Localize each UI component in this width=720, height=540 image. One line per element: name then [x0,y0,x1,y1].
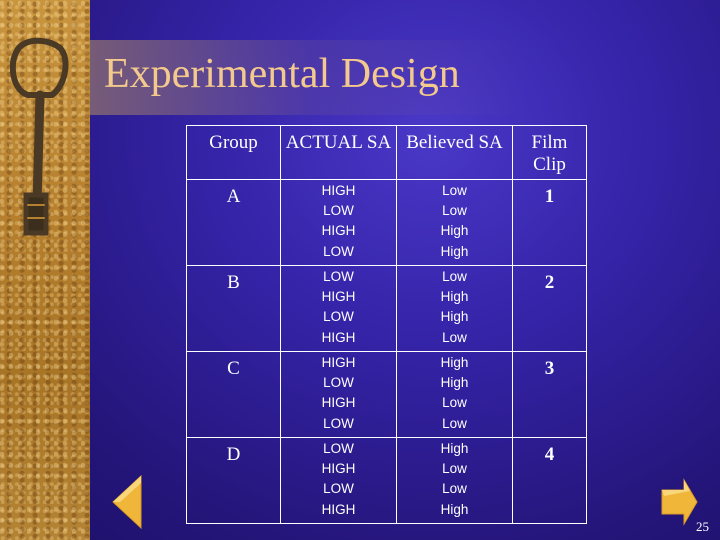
header-group: Group [186,125,281,180]
believed-value: Low [442,203,467,219]
believed-value: High [440,441,469,456]
header-actual-sa: ACTUAL SA [280,125,397,180]
table-row: B LOW HIGH LOW HIGH Low High High Low 2 [186,265,587,352]
table-header-row: Group ACTUAL SA Believed SA Film Clip [186,125,587,180]
believed-value: Low [442,395,467,411]
believed-value: High [440,289,469,305]
actual-value: HIGH [321,395,356,411]
header-believed-sa: Believed SA [396,125,513,180]
page-number: 25 [696,519,709,534]
group-cell: C [186,351,281,438]
clip-cell: 3 [512,351,587,438]
slide-title: Experimental Design [104,51,460,97]
actual-cell: LOW HIGH LOW HIGH [280,437,397,524]
title-highlight [90,40,720,115]
actual-value: HIGH [321,355,356,370]
believed-cell: High Low Low High [396,437,513,524]
actual-cell: HIGH LOW HIGH LOW [280,179,397,266]
header-film-clip: Film Clip [512,125,587,180]
actual-value: LOW [323,309,354,325]
actual-value: LOW [323,243,354,259]
table-row: D LOW HIGH LOW HIGH High Low Low High 4 [186,437,587,524]
believed-value: High [440,375,469,391]
believed-value: Low [442,183,467,198]
table-row: A HIGH LOW HIGH LOW Low Low High High 1 [186,179,587,266]
table-row: C HIGH LOW HIGH LOW High High Low Low 3 [186,351,587,438]
actual-value: HIGH [321,223,356,239]
believed-value: High [440,223,469,239]
clip-cell: 1 [512,179,587,266]
believed-value: Low [442,481,467,497]
actual-value: HIGH [321,329,356,345]
actual-cell: HIGH LOW HIGH LOW [280,351,397,438]
antique-key-image [0,0,90,540]
believed-cell: Low Low High High [396,179,513,266]
actual-value: HIGH [321,501,356,517]
believed-cell: Low High High Low [396,265,513,352]
actual-value: LOW [323,415,354,431]
actual-value: HIGH [321,461,356,477]
clip-cell: 4 [512,437,587,524]
arrow-left-icon[interactable] [108,473,142,531]
actual-value: LOW [323,375,354,391]
key-icon [9,37,69,236]
believed-cell: High High Low Low [396,351,513,438]
actual-value: LOW [323,203,354,219]
believed-value: High [440,243,469,259]
actual-value: LOW [323,269,354,284]
group-cell: D [186,437,281,524]
actual-value: HIGH [321,183,356,198]
actual-value: LOW [323,481,354,497]
believed-value: Low [442,461,467,477]
design-table: Group ACTUAL SA Believed SA Film Clip A … [186,125,587,524]
believed-value: High [440,309,469,325]
believed-value: Low [442,269,467,284]
actual-value: HIGH [321,289,356,305]
actual-cell: LOW HIGH LOW HIGH [280,265,397,352]
group-cell: B [186,265,281,352]
believed-value: Low [442,415,467,431]
group-cell: A [186,179,281,266]
believed-value: Low [442,329,467,345]
believed-value: High [440,355,469,370]
arrow-right-icon[interactable] [660,478,698,526]
clip-cell: 2 [512,265,587,352]
believed-value: High [440,501,469,517]
actual-value: LOW [323,441,354,456]
